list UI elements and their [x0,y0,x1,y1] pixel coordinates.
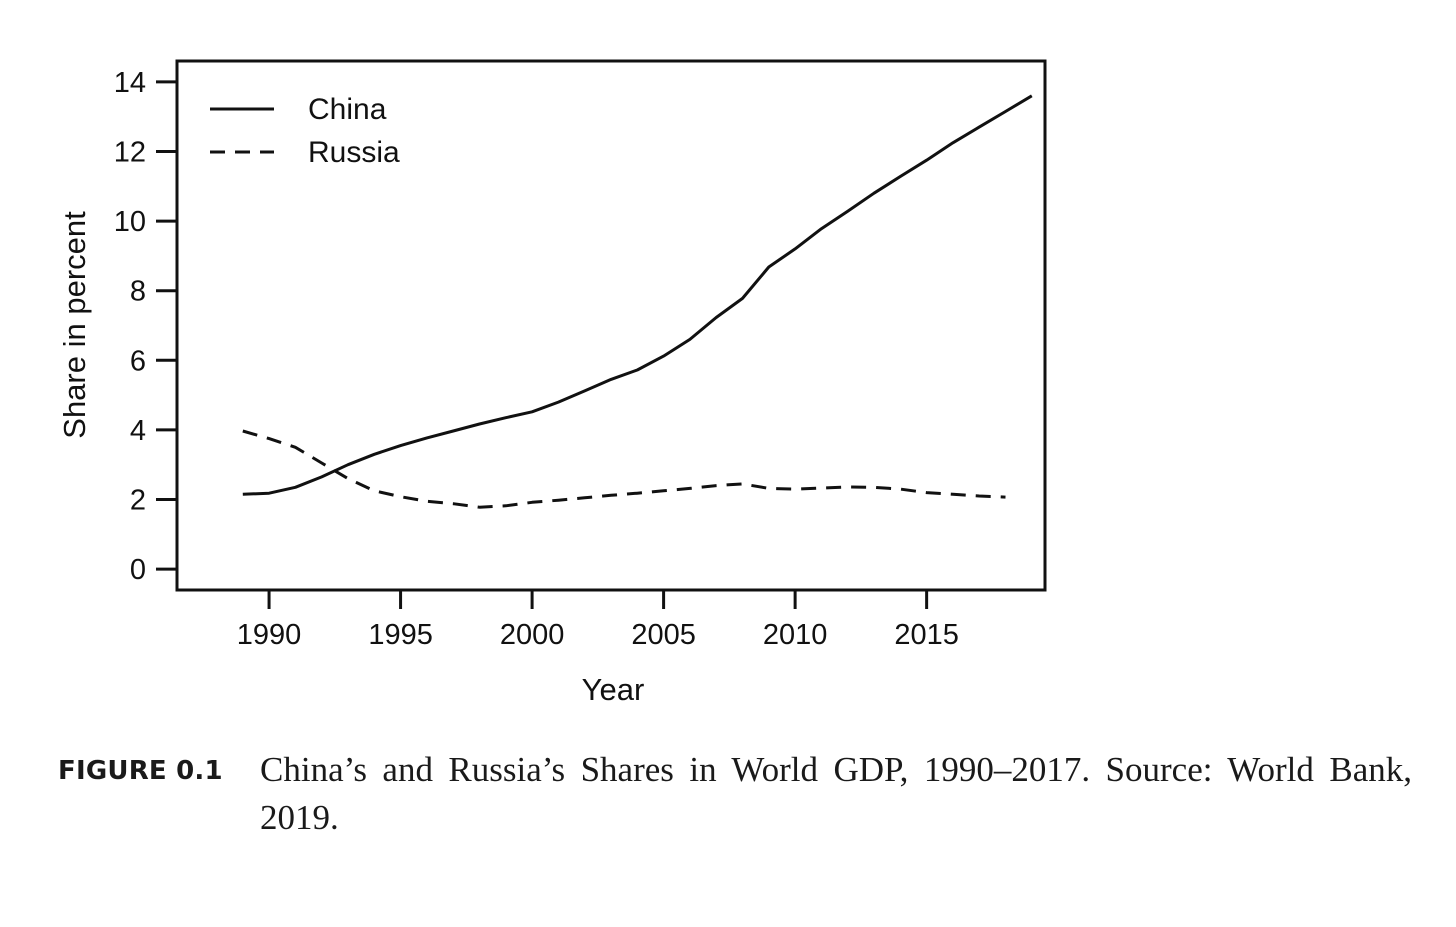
plot-frame [175,59,1047,592]
x-tick-label: 2015 [894,619,959,651]
y-tick-label: 8 [130,276,146,308]
x-axis-label: Year [582,672,645,707]
y-tick-label: 2 [130,485,146,517]
series-line-china [242,94,1033,496]
y-tick-label: 10 [114,206,146,238]
series-layer [242,94,1033,509]
y-tick-label: 6 [130,345,146,377]
figure-caption-text: China’s and Russia’s Shares in World GDP… [260,750,1412,837]
legend-label-russia: Russia [308,136,400,169]
y-tick-label: 12 [114,136,146,168]
y-tick-label: 4 [130,415,146,447]
x-tick-label: 1990 [237,619,302,651]
x-tick-label: 2000 [500,619,565,651]
y-axis: 0 2 4 6 8 10 12 14 [114,67,177,586]
legend: China Russia [210,93,400,169]
y-tick-label: 0 [130,554,146,586]
series-line-russia [242,429,1006,509]
figure-label: FIGURE 0.1 [58,756,223,786]
legend-label-china: China [308,93,387,126]
x-tick-label: 1995 [368,619,433,651]
x-tick-label: 2005 [631,619,696,651]
x-axis: 1990 1995 2000 2005 2010 2015 [237,590,959,651]
y-axis-label: Share in percent [57,211,92,439]
x-tick-label: 2010 [763,619,828,651]
y-tick-label: 14 [114,67,146,99]
